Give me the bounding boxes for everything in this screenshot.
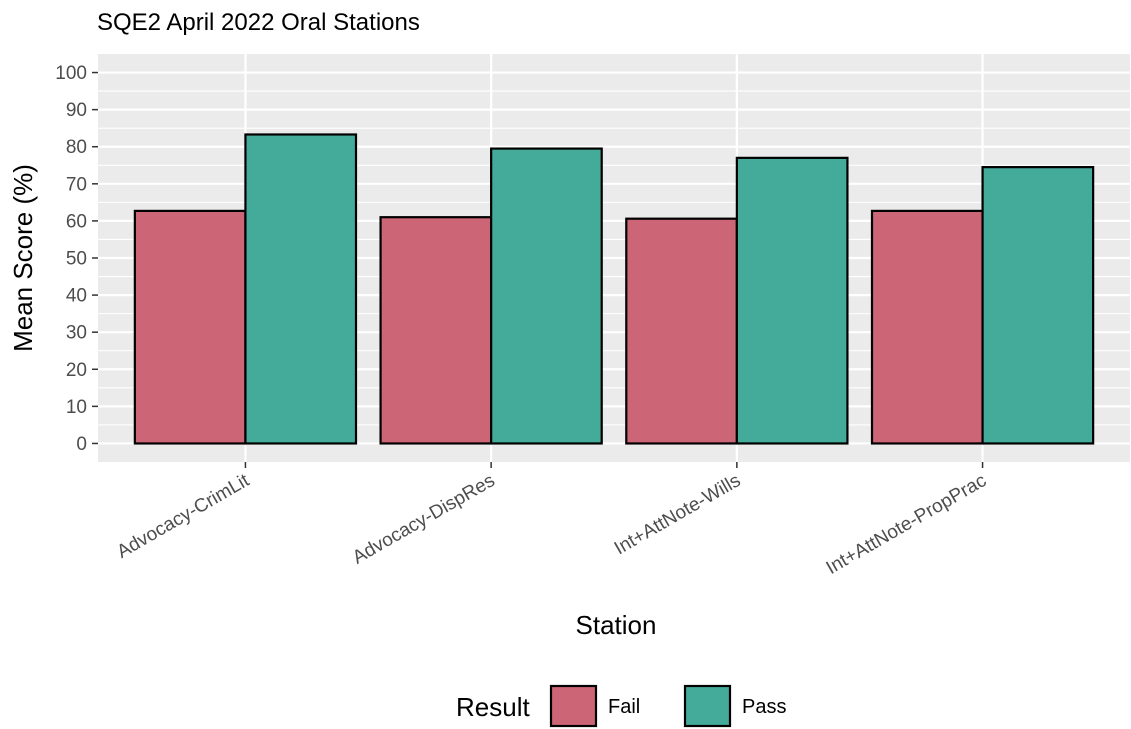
y-tick-label: 10: [66, 397, 87, 418]
x-tick-label: Int+AttNote-Wills: [611, 470, 744, 559]
bar-pass-1: [244, 133, 358, 445]
x-tick-label: Int+AttNote-PropPrac: [823, 470, 990, 579]
bar-pass-2: [490, 147, 603, 445]
y-tick-label: 0: [76, 434, 87, 455]
legend-key-pass: [683, 684, 732, 728]
legend: Result Fail Pass: [456, 684, 786, 728]
bar-pass-3: [735, 156, 849, 445]
y-tick-label: 40: [66, 286, 87, 307]
y-axis: 0 10 20 30 40 50 60 70 80 90 100: [55, 63, 98, 455]
y-tick-label: 30: [66, 323, 87, 344]
bar-pass-4: [981, 166, 1095, 445]
legend-title: Result: [456, 692, 530, 722]
bar-fail-1: [133, 209, 247, 445]
y-tick-label: 50: [66, 249, 87, 270]
legend-key-fail: [549, 684, 598, 728]
y-tick-label: 60: [66, 211, 87, 232]
bar-fail-4: [870, 209, 984, 445]
legend-label-fail: Fail: [608, 696, 640, 718]
chart-title: SQE2 April 2022 Oral Stations: [97, 9, 420, 36]
y-tick-label: 80: [66, 137, 87, 158]
x-tick-label: Advocacy-DispRes: [349, 470, 498, 568]
legend-label-pass: Pass: [742, 696, 786, 718]
x-axis-title: Station: [576, 610, 657, 640]
bar-fail-3: [625, 217, 738, 445]
y-tick-label: 90: [66, 100, 87, 121]
bar-fail-2: [379, 216, 493, 445]
y-tick-label: 100: [55, 63, 87, 84]
y-tick-label: 20: [66, 360, 87, 381]
bars-layer: [133, 133, 1095, 445]
y-axis-title: Mean Score (%): [8, 164, 38, 352]
x-axis: Advocacy-CrimLit Advocacy-DispRes Int+AttN…: [113, 462, 990, 579]
y-tick-label: 70: [66, 174, 87, 195]
x-tick-label: Advocacy-CrimLit: [113, 470, 253, 563]
